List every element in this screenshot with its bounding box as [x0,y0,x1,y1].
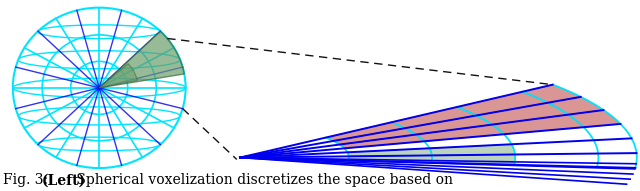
Polygon shape [391,107,476,128]
Polygon shape [348,148,432,156]
Polygon shape [457,92,548,116]
Text: Fig. 3:: Fig. 3: [3,173,52,187]
Polygon shape [333,128,416,145]
Polygon shape [568,110,620,127]
Polygon shape [431,155,515,165]
Polygon shape [340,135,424,148]
Polygon shape [416,125,504,141]
Polygon shape [429,144,515,155]
Polygon shape [492,115,584,134]
Polygon shape [548,97,604,115]
Polygon shape [476,103,568,125]
Polygon shape [99,31,184,88]
Polygon shape [522,85,580,103]
Polygon shape [326,122,405,141]
Text: (Left): (Left) [42,173,86,187]
Text: Spherical voxelization discretizes the space based on: Spherical voxelization discretizes the s… [72,173,453,187]
Polygon shape [99,64,137,88]
Polygon shape [348,155,432,163]
Polygon shape [405,116,492,135]
